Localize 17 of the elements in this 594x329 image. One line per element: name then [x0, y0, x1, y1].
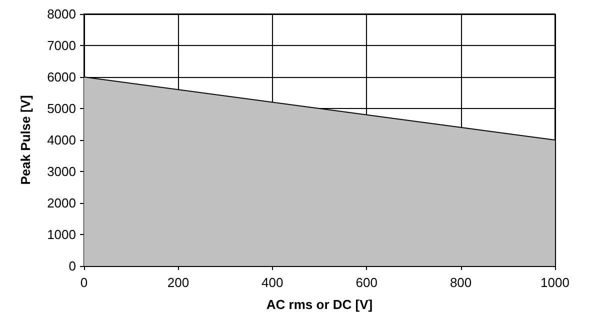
y-tick-label: 7000	[47, 38, 76, 53]
x-tick-label: 200	[167, 275, 190, 290]
y-tick-label: 8000	[47, 6, 76, 22]
x-tick-label: 800	[450, 275, 472, 290]
x-tick-label: 400	[262, 275, 284, 290]
y-tick-label: 4000	[47, 132, 76, 148]
y-tick-label: 5000	[47, 101, 76, 116]
y-tick-label: 0	[68, 258, 76, 274]
y-tick-label: 1000	[47, 227, 76, 242]
x-axis-title: AC rms or DC [V]	[266, 297, 373, 312]
x-tick-label: 600	[356, 275, 378, 290]
x-tick-label: 1000	[540, 275, 570, 290]
y-tick-label: 2000	[47, 196, 76, 210]
y-tick-label: 3000	[47, 164, 76, 179]
y-axis-title: Peak Pulse [V]	[18, 95, 33, 185]
x-tick-label: 0	[80, 275, 88, 290]
y-tick-label: 6000	[47, 70, 76, 84]
